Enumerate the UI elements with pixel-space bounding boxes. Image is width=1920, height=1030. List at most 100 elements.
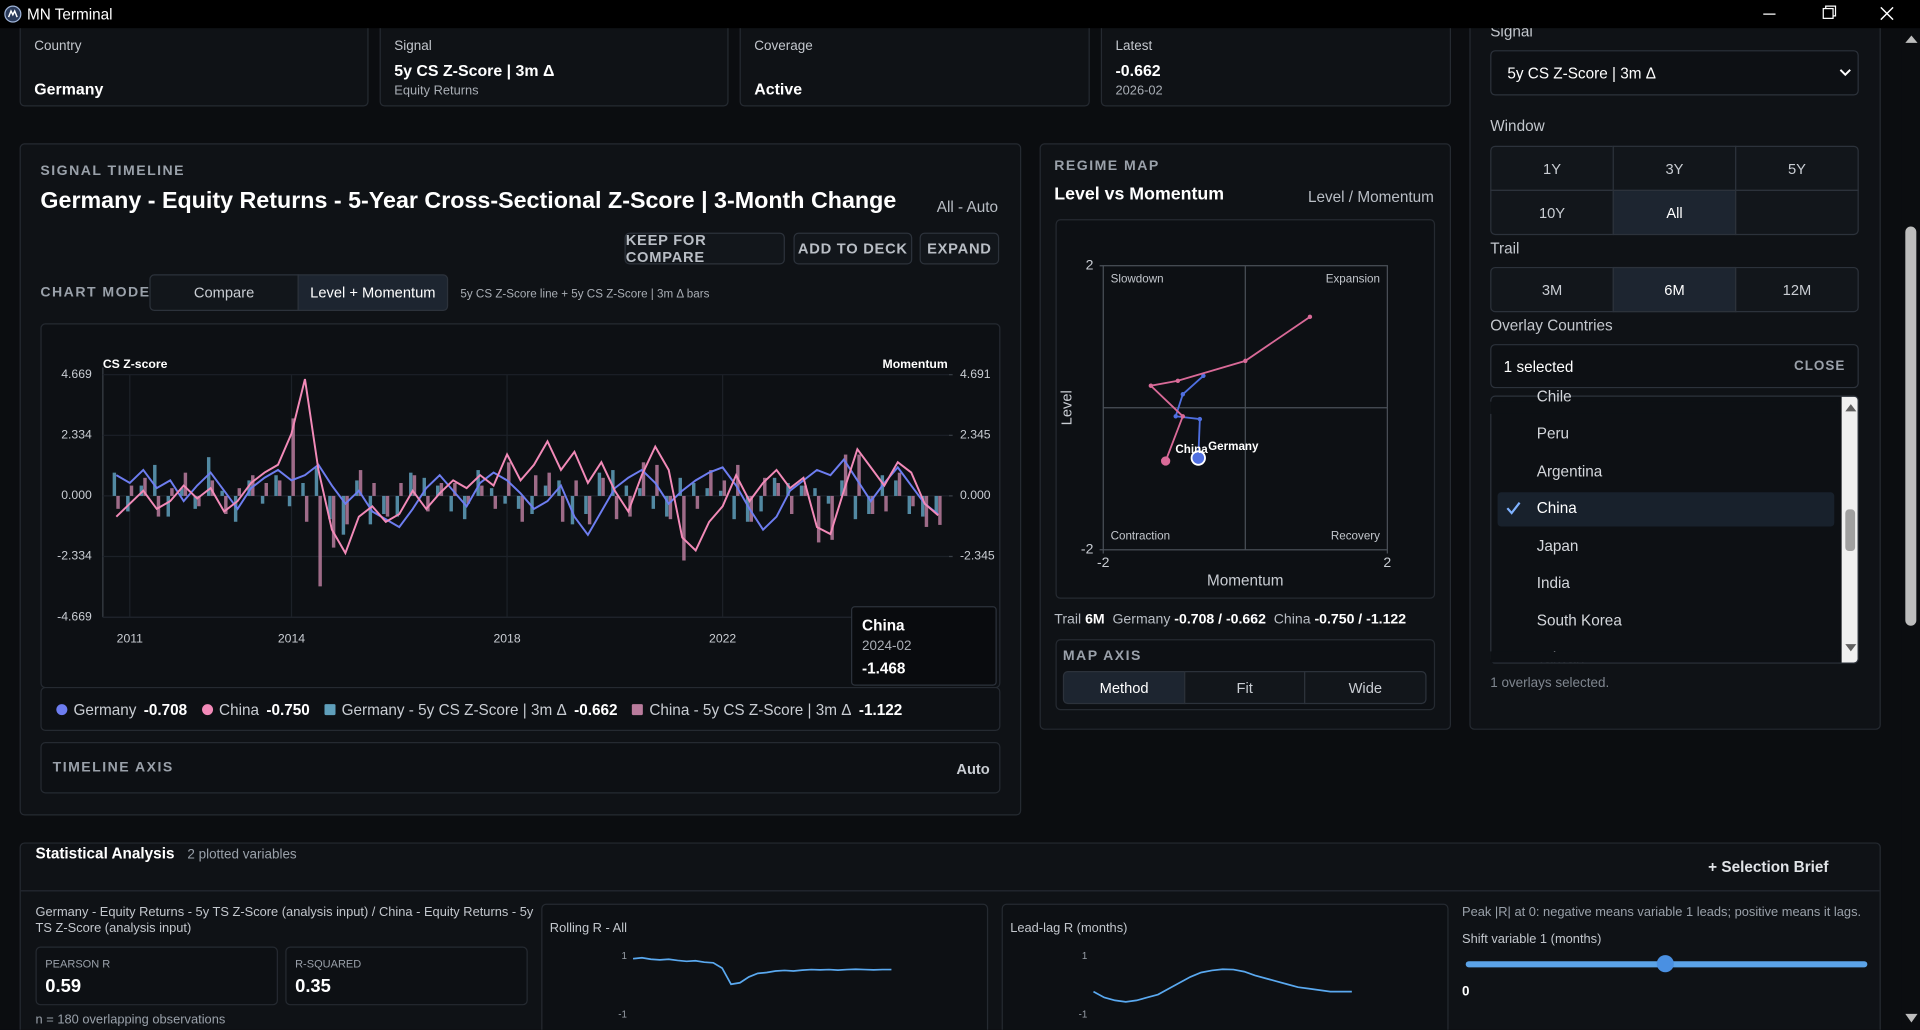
country-item[interactable]: Argentina (1536, 462, 1603, 481)
page-scroll-thumb[interactable] (1905, 226, 1917, 626)
overlay-select[interactable]: 1 selected CLOSE (1490, 344, 1859, 389)
card: Country Germany (19, 14, 369, 107)
y2-tick-label: 2.345 (960, 428, 991, 442)
trail-point (1307, 314, 1313, 320)
map-axis-button[interactable]: Fit (1184, 671, 1306, 705)
x-tick-label: 2011 (117, 631, 144, 645)
quadrant-label: Contraction (1111, 529, 1170, 542)
y-tick-label: 1 (1082, 951, 1087, 962)
bar (462, 495, 467, 520)
selection-brief[interactable]: + Selection Brief (1708, 858, 1829, 876)
bar (597, 472, 602, 496)
regime-footer: Trail 6M Germany -0.708 / -0.662 China -… (1054, 612, 1406, 627)
footer-value: -0.750 / -1.122 (1314, 612, 1407, 627)
bar (611, 470, 615, 496)
window-button[interactable]: 1Y (1490, 145, 1614, 192)
legend-item[interactable]: China -0.750 (201, 702, 310, 719)
bar (934, 495, 938, 514)
window-button[interactable]: 3Y (1612, 145, 1737, 192)
lead-lag-chart: 1 -1 (1079, 951, 1352, 1021)
legend-item[interactable]: Germany - 5y CS Z-Score | 3m Δ -0.662 (324, 701, 618, 719)
country-item[interactable]: India (1536, 574, 1570, 592)
bar (763, 477, 767, 496)
section-label: REGIME MAP (1054, 159, 1160, 174)
card-sub: Equity Returns (394, 83, 479, 98)
button[interactable]: KEEP FOR COMPARE (624, 231, 785, 266)
bar (274, 475, 278, 496)
legend-label: Germany (73, 701, 137, 719)
bar (897, 472, 902, 496)
country-item[interactable]: China (1536, 499, 1577, 517)
x-tick-label: 2014 (278, 631, 305, 645)
x-tick-label: -2 (1097, 554, 1110, 570)
window-button[interactable]: 5Y (1735, 145, 1859, 192)
timeline-chart: CS Z-score Momentum 4.669 2.334 0.000 -2.33… (57, 357, 995, 645)
y-axis-label: Level (1060, 390, 1076, 425)
mode-button[interactable]: Level + Momentum (297, 274, 449, 312)
country-item[interactable]: Peru (1536, 424, 1570, 443)
slider-knob[interactable] (1656, 955, 1674, 973)
trail-point (1148, 383, 1154, 388)
bar (907, 495, 912, 515)
bar (143, 477, 147, 496)
trail-button[interactable]: 3M (1490, 266, 1614, 313)
close-button[interactable]: CLOSE (1793, 358, 1846, 374)
mode-button[interactable]: Compare (149, 274, 299, 312)
trail-point (1197, 416, 1203, 422)
control-label: Window (1490, 117, 1545, 135)
x-tick-label: 2022 (709, 631, 736, 645)
section-label: CHART MODE (40, 285, 151, 301)
legend-value: -0.662 (574, 701, 618, 719)
bar (722, 480, 727, 496)
y-tick-label: 2.334 (61, 428, 92, 442)
tooltip-date: 2024-02 (862, 639, 912, 654)
bar (301, 482, 305, 496)
list-scroll-thumb (1845, 509, 1856, 552)
card-sub: 2026-02 (1115, 83, 1163, 98)
legend-marker (201, 704, 213, 716)
window-button (1735, 189, 1859, 236)
card-value: 5y CS Z-Score | 3m Δ (394, 61, 555, 80)
quadrant-label: Recovery (1331, 529, 1380, 542)
button[interactable]: EXPAND (919, 232, 1000, 265)
window-controls[interactable] (1751, 0, 1920, 28)
bar (372, 482, 376, 496)
regime-subtitle: Level / Momentum (1307, 188, 1434, 206)
country-item[interactable]: South Korea (1536, 612, 1622, 630)
bar (116, 495, 120, 509)
trail-button[interactable]: 6M (1612, 266, 1737, 313)
bar (516, 495, 521, 509)
bar (304, 495, 309, 522)
legend-item[interactable]: Germany -0.708 (56, 702, 187, 719)
line (115, 378, 939, 556)
trail-button[interactable]: 12M (1735, 266, 1859, 313)
bar (385, 495, 390, 517)
country-list (1490, 395, 1859, 664)
country-item[interactable]: Chile (1536, 388, 1572, 406)
scroll-arrows (1845, 404, 1857, 652)
legend-item[interactable]: China - 5y CS Z-Score | 3m Δ -1.122 (632, 702, 902, 719)
bar (129, 485, 134, 496)
country-item[interactable]: Japan (1536, 537, 1579, 555)
bar (436, 485, 440, 496)
tooltip-value: -1.468 (862, 660, 906, 678)
map-axis-button[interactable]: Method (1062, 671, 1186, 705)
bar (870, 495, 875, 515)
trail-point (1201, 373, 1206, 379)
bar (260, 495, 265, 504)
overlay-note: 1 overlays selected. (1490, 675, 1610, 691)
legend-label: China - 5y CS Z-Score | 3m Δ (649, 701, 852, 719)
button[interactable]: ADD TO DECK (793, 232, 913, 265)
check-icon (1506, 501, 1521, 515)
map-axis-button[interactable]: Wide (1304, 671, 1427, 705)
bar (480, 485, 484, 496)
section-label: TIMELINE AXIS (52, 760, 174, 776)
bar (183, 472, 188, 496)
signal-select[interactable]: 5y CS Z-Score | 3m Δ (1490, 50, 1859, 96)
y-tick-label: -1 (1079, 1010, 1088, 1021)
window-button[interactable]: 10Y (1490, 189, 1614, 236)
window-button[interactable]: All (1612, 189, 1737, 236)
bar (233, 495, 238, 522)
shift-value: 0 (1462, 984, 1470, 1000)
bar (156, 495, 161, 517)
